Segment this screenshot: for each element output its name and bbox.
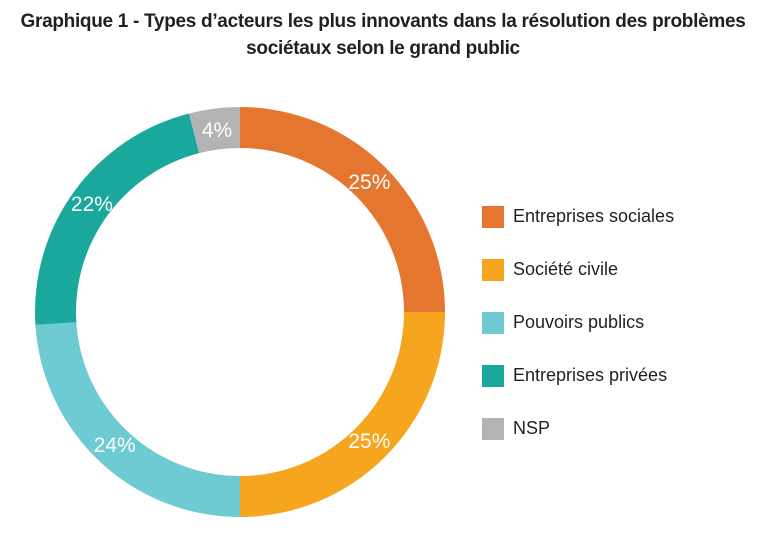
legend-label-entreprises-sociales: Entreprises sociales [513,206,675,226]
legend-label-nsp: NSP [513,418,551,438]
chart-title: Graphique 1 - Types d’acteurs les plus i… [20,8,746,62]
legend-swatch-entreprises-sociales [482,205,504,228]
chart-legend: Entreprises sociales Société civile Pouv… [482,205,674,470]
donut-value-labels: 25% 25% 24% 22% 4% [71,119,390,457]
legend-swatch-entreprises-privees [482,364,504,387]
value-label-pouvoirs-publics: 24% [94,434,136,457]
legend-item-nsp: NSP [482,417,674,440]
slice-entreprises-privees [35,113,200,325]
value-label-entreprises-sociales: 25% [348,171,390,194]
legend-item-societe-civile: Société civile [482,258,674,281]
value-label-entreprises-privees: 22% [71,193,113,216]
legend-item-entreprises-sociales: Entreprises sociales [482,205,674,228]
value-label-nsp: 4% [202,119,232,142]
chart-title-line-1: Graphique 1 - Types d’acteurs les plus i… [20,11,746,32]
chart-title-line-2: sociétaux selon le grand public [246,38,520,59]
legend-item-pouvoirs-publics: Pouvoirs publics [482,311,674,334]
legend-swatch-pouvoirs-publics [482,311,504,334]
legend-label-pouvoirs-publics: Pouvoirs publics [513,312,645,332]
slice-societe-civile [240,312,445,517]
slice-entreprises-sociales [240,107,445,312]
legend-label-entreprises-privees: Entreprises privées [513,365,668,385]
legend-swatch-nsp [482,417,504,440]
donut-slices [35,107,445,517]
legend-swatch-societe-civile [482,258,504,281]
legend-item-entreprises-privees: Entreprises privées [482,364,674,387]
slice-nsp [189,107,240,154]
value-label-societe-civile: 25% [348,430,390,453]
legend-label-societe-civile: Société civile [513,259,619,279]
slice-pouvoirs-publics [35,322,240,517]
